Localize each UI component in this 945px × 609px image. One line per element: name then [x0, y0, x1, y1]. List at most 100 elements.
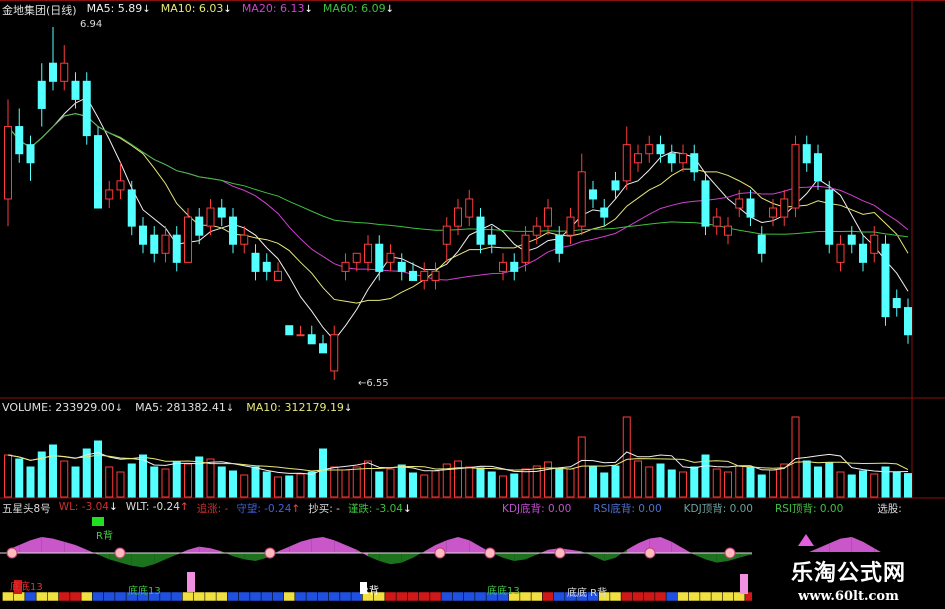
wlt-value: WLT: -0.24↑ — [125, 501, 189, 513]
candle-body — [49, 62, 57, 82]
candle-body — [791, 144, 800, 209]
oscillator-area — [379, 553, 391, 565]
volume-bar — [319, 448, 327, 498]
volume-bar — [82, 448, 91, 498]
signal-strip-cell — [440, 591, 453, 602]
candle-body — [82, 80, 91, 137]
signal-strip-cell — [92, 591, 104, 602]
volume-bar — [476, 467, 485, 498]
volume-bar — [532, 465, 541, 498]
volume-bar — [656, 463, 665, 498]
oscillator-area — [615, 549, 627, 558]
oscillator-area — [536, 549, 548, 555]
volume-ma10-value: MA10: 312179.19↓ — [246, 401, 353, 414]
select-label: 选股: — [877, 503, 902, 515]
candle-body — [60, 62, 69, 82]
candle-body — [15, 126, 24, 155]
signal-strip-cell — [170, 591, 183, 602]
candle-body — [285, 325, 294, 336]
candle-body — [679, 153, 687, 164]
candle-body — [274, 270, 282, 281]
oscillator-area — [401, 553, 413, 563]
signal-strip-cell — [80, 591, 93, 602]
kdj-bottom-value: KDJ底背: 0.00 — [502, 503, 572, 515]
signal-strip-cell — [159, 591, 172, 602]
oscillator-area — [233, 553, 245, 560]
candle-body — [206, 207, 215, 227]
candle-body — [296, 334, 305, 337]
volume-bar — [701, 454, 710, 498]
volume-bar — [330, 466, 339, 498]
signal-strip-cell — [193, 591, 206, 602]
candle-body — [645, 144, 654, 155]
high-price-label: 6.94 — [80, 19, 103, 30]
oscillator-area — [334, 540, 346, 553]
volume-bar — [746, 466, 755, 498]
signal-strip-cell — [294, 591, 307, 602]
volume-bar — [611, 465, 620, 498]
candle-body — [71, 80, 80, 100]
oscillator-area — [368, 553, 380, 561]
candle-body — [634, 153, 642, 164]
candle-body — [589, 189, 597, 200]
oscillator-area — [390, 553, 402, 565]
candle-body — [397, 261, 406, 272]
candle-body — [184, 216, 192, 263]
candle-body — [859, 243, 867, 263]
volume-bar — [442, 463, 451, 498]
oscillator-area — [311, 537, 323, 553]
signal-strip-cell — [677, 591, 689, 602]
candle-body — [409, 270, 417, 281]
oscillator-area — [593, 553, 605, 561]
oscillator-area — [75, 545, 87, 553]
volume-bar — [71, 466, 80, 498]
divergence-header: KDJ底背: 0.00 RSI底背: 0.00 KDJ顶背: 0.00 RSI顶… — [502, 501, 902, 516]
ma10-line — [7, 113, 909, 304]
candle-body — [904, 307, 912, 336]
signal-strip-cell — [227, 591, 239, 602]
oscillator-area — [345, 545, 357, 553]
oscillator-area — [424, 545, 436, 553]
signal-circle — [644, 547, 656, 559]
candle-body — [622, 144, 631, 182]
candle-body — [611, 180, 620, 191]
volume-bar — [364, 460, 372, 498]
candle-body — [172, 234, 181, 263]
candle-body — [251, 252, 260, 272]
signal-strip-cell — [204, 591, 217, 602]
signal-bar — [187, 572, 195, 592]
oscillator-area — [739, 553, 751, 558]
candle-body — [37, 80, 46, 109]
candle-body — [701, 180, 710, 227]
candle-body — [780, 198, 789, 218]
volume-bar — [420, 474, 429, 498]
candle-body — [195, 216, 204, 236]
oscillator-area — [19, 540, 31, 553]
signal-strip-cell — [283, 591, 296, 602]
volume-bar — [341, 469, 350, 498]
candle-body — [510, 261, 519, 272]
volume-bar — [870, 473, 879, 498]
oscillator-area — [851, 537, 863, 553]
candle-body — [330, 334, 339, 372]
candle-body — [892, 298, 901, 309]
volume-bar — [645, 466, 654, 498]
candle-body — [386, 252, 395, 263]
candle-body — [319, 343, 327, 354]
candle-body — [600, 207, 609, 218]
volume-bar — [892, 471, 901, 498]
low-price-label: ←6.55 — [358, 378, 389, 389]
volume-bar — [589, 466, 597, 498]
oscillator-area — [806, 548, 818, 553]
signal-strip-cell — [463, 591, 476, 602]
signal-strip-cell — [328, 591, 341, 602]
volume-bar — [904, 473, 912, 498]
candle-body — [105, 189, 114, 200]
oscillator-area — [199, 546, 211, 553]
signal-strip-cell — [452, 591, 464, 602]
signal-circle — [434, 547, 446, 559]
signal-strip-cell — [69, 591, 82, 602]
oscillator-area — [863, 541, 875, 553]
oscillator-area — [176, 549, 188, 555]
